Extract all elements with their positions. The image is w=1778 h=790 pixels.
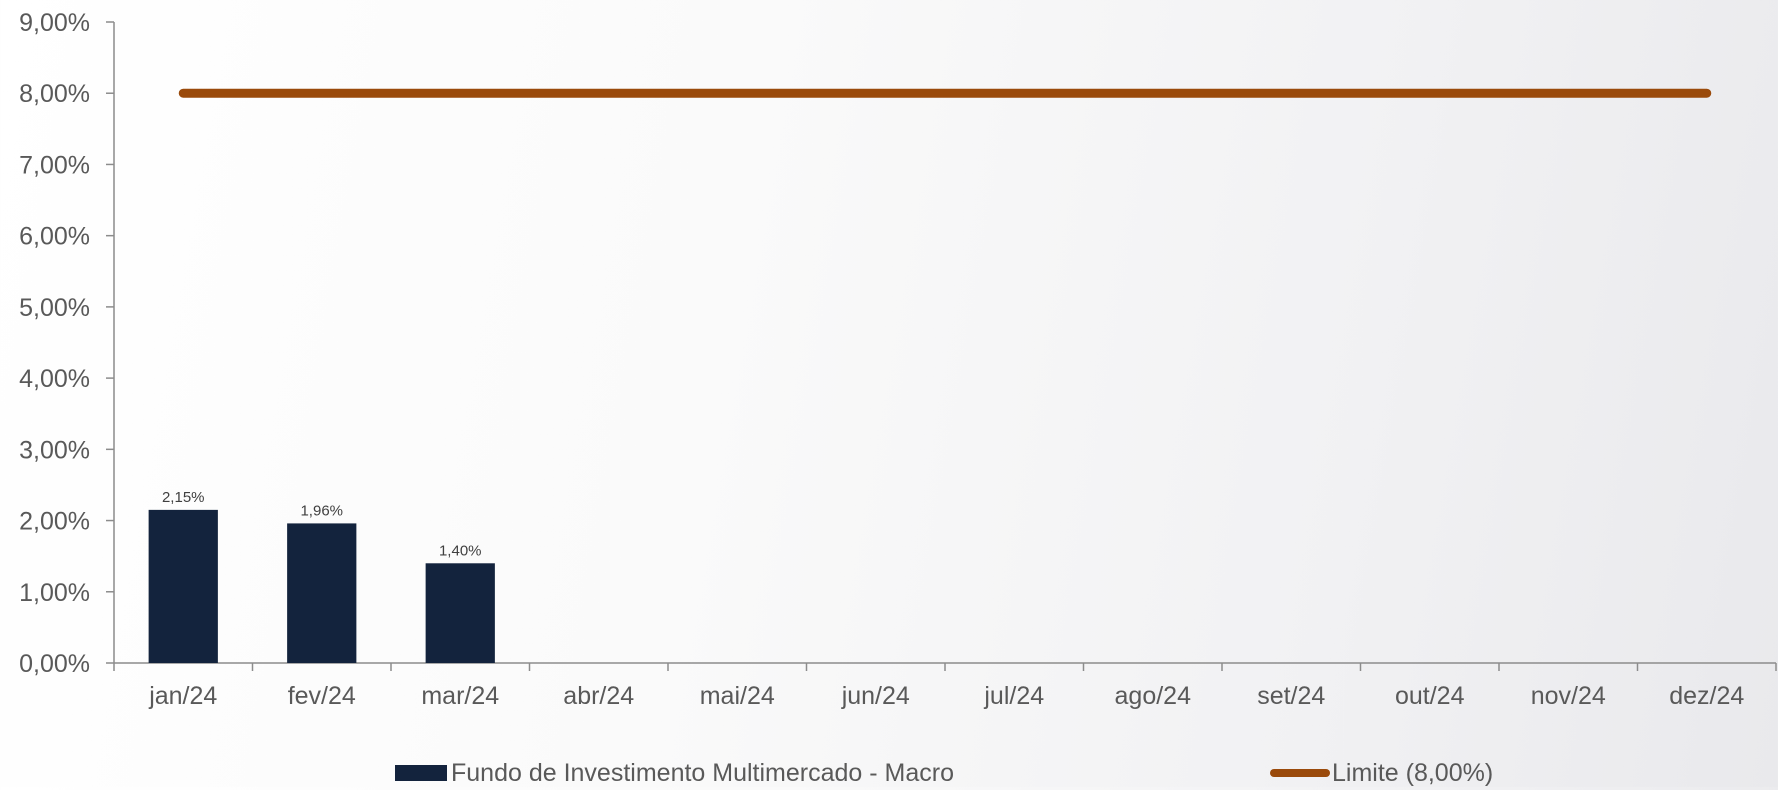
y-tick-label: 6,00% (19, 223, 90, 251)
y-tick-label: 5,00% (19, 294, 90, 322)
x-tick-label: fev/24 (288, 682, 356, 710)
data-label: 2,15% (162, 489, 205, 506)
x-tick-label: ago/24 (1115, 682, 1192, 710)
x-tick-label: out/24 (1395, 682, 1465, 710)
x-tick-label: jun/24 (841, 682, 910, 710)
y-tick-label: 1,00% (19, 579, 90, 607)
y-tick-label: 7,00% (19, 151, 90, 179)
legend-item-fund: Fundo de Investimento Multimercado - Mac… (395, 756, 954, 790)
y-tick-label: 4,00% (19, 365, 90, 393)
bar (287, 523, 357, 663)
x-tick-label: set/24 (1257, 682, 1325, 710)
x-tick-label: nov/24 (1531, 682, 1606, 710)
x-tick-label: dez/24 (1669, 682, 1744, 710)
data-label: 1,40% (439, 542, 482, 559)
y-axis-labels: 0,00% 1,00% 2,00% 3,00% 4,00% 5,00% 6,00% 7,00%… (19, 9, 90, 678)
bar (425, 563, 495, 663)
legend-label-limit: Limite (8,00%) (1332, 758, 1494, 787)
x-tick-label: mai/24 (700, 682, 775, 710)
legend-swatch-fund (395, 765, 447, 781)
data-label: 1,96% (300, 502, 343, 519)
bar-series (148, 509, 495, 663)
x-axis-labels: jan/24 fev/24 mar/24 abr/24 mai/24 jun/24 jul/… (148, 682, 1744, 710)
x-tick-label: jul/24 (983, 682, 1044, 710)
x-tick-label: abr/24 (563, 682, 634, 710)
y-tick-label: 0,00% (19, 650, 90, 678)
legend-swatch-limit (1270, 769, 1330, 777)
y-tick-label: 3,00% (19, 436, 90, 464)
x-tick-label: mar/24 (421, 682, 499, 710)
y-tick-label: 8,00% (19, 80, 90, 108)
legend-item-limit: Limite (8,00%) (1270, 756, 1493, 790)
y-tick-label: 9,00% (19, 9, 90, 37)
axes (106, 21, 1777, 671)
data-labels: 2,15% 1,96% 1,40% (162, 489, 482, 559)
x-tick-label: jan/24 (148, 682, 217, 710)
bar (148, 509, 218, 663)
legend-label-fund: Fundo de Investimento Multimercado - Mac… (451, 758, 954, 787)
y-tick-label: 2,00% (19, 508, 90, 536)
